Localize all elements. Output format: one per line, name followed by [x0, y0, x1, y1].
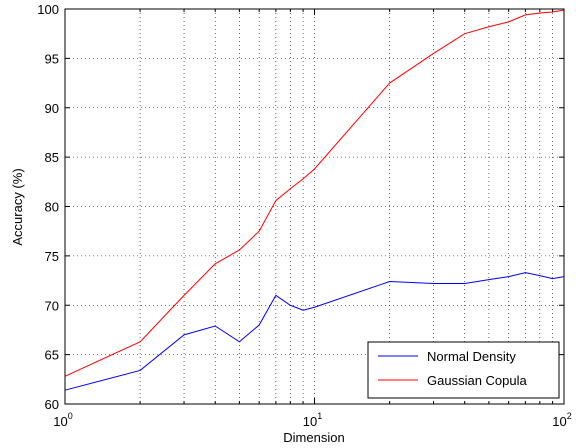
legend-label-gaussian-copula: Gaussian Copula [427, 373, 527, 388]
x-tick-label: 101 [303, 411, 322, 429]
series-group [64, 9, 565, 391]
y-tick-label: 90 [45, 101, 59, 116]
series-line-normal-density [64, 272, 565, 391]
y-tick-label: 60 [45, 397, 59, 412]
y-tick-label: 70 [45, 298, 59, 313]
y-tick-label: 75 [45, 249, 59, 264]
legend-box [367, 341, 560, 399]
legend-label-normal-density: Normal Density [427, 349, 516, 364]
y-axis-label: Accuracy (%) [10, 168, 25, 245]
y-tick-label: 65 [45, 348, 59, 363]
y-tick-label: 85 [45, 150, 59, 165]
series-line-gaussian-copula [64, 9, 565, 377]
x-tick-label: 102 [552, 411, 571, 429]
legend: Normal Density Gaussian Copula [367, 341, 560, 399]
plot-area [65, 9, 564, 404]
y-tick-label: 100 [37, 2, 59, 17]
y-tick-label: 95 [45, 51, 59, 66]
axis-ticks: 60 65 70 75 80 85 90 95 100 100 101 102 [37, 2, 571, 429]
x-axis-label: Dimension [283, 430, 344, 445]
x-tick-label: 100 [53, 411, 72, 429]
y-tick-label: 80 [45, 200, 59, 215]
